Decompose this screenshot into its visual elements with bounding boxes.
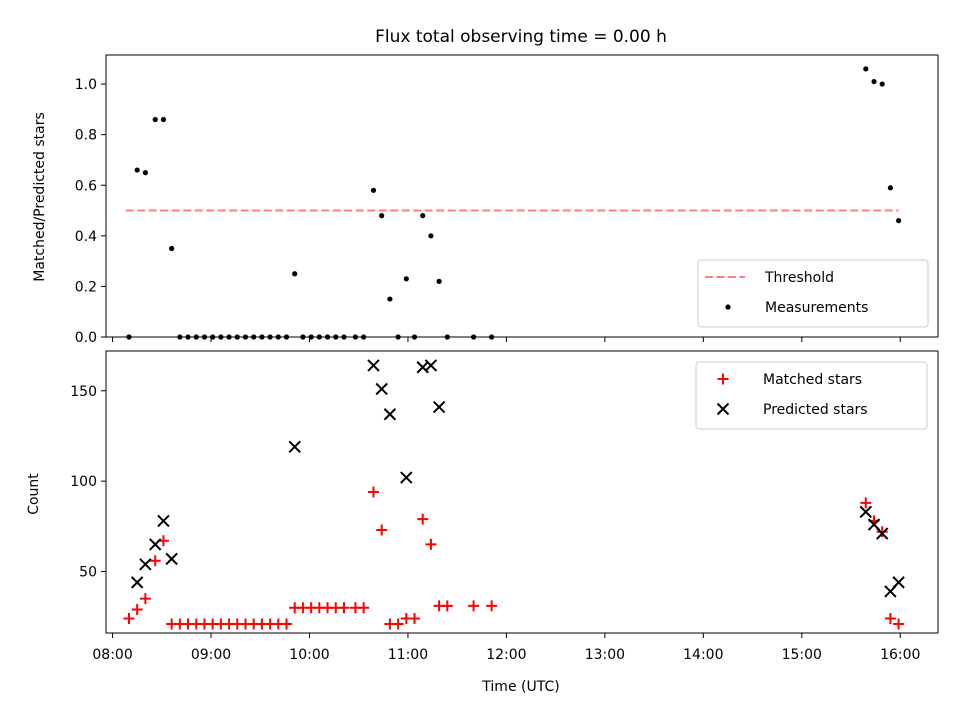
legend-box	[695, 361, 928, 430]
measurement-point	[428, 233, 434, 239]
matched-star-point	[486, 600, 498, 612]
y-tick-label: 50	[79, 565, 97, 581]
measurement-point	[863, 66, 869, 72]
predicted-star-point	[875, 527, 889, 540]
legend-measurements-swatch	[725, 304, 731, 310]
matched-star-point	[876, 526, 888, 538]
y-tick-label: 0.8	[75, 128, 97, 144]
predicted-star-point	[149, 538, 162, 551]
y-tick-label: 0.4	[75, 229, 97, 245]
measurement-point	[379, 213, 385, 219]
predicted-star-point	[157, 514, 170, 528]
matched-star-point	[425, 538, 437, 550]
legend-predicted-swatch	[716, 402, 730, 416]
legend-label: Predicted stars	[763, 402, 868, 418]
measurement-point	[887, 185, 894, 191]
y-tick-label: 0.2	[75, 279, 97, 295]
legend-box	[697, 259, 929, 328]
legend-label: Measurements	[765, 300, 868, 316]
top-y-axis-label: Matched/Predicted stars	[32, 112, 48, 282]
predicted-star-point	[139, 558, 152, 571]
matched-star-point	[409, 613, 421, 625]
measurement-point	[387, 296, 393, 302]
legend-label: Threshold	[764, 270, 834, 286]
series-predicted-stars	[130, 359, 905, 598]
bottom-axes-frame	[105, 350, 939, 634]
ratio-panel: 0.0 0.2 0.4 0.6 0.8 1.0 Threshold Measurements	[75, 54, 939, 346]
measurement-point	[142, 170, 148, 176]
x-tick-label: 14:00	[683, 647, 723, 663]
predicted-star-point	[892, 576, 905, 589]
y-tick-label: 0.0	[75, 330, 97, 346]
y-tick-label: 1.0	[75, 77, 97, 93]
chart-title: Flux total observing time = 0.00 h	[375, 27, 667, 47]
predicted-star-point	[165, 552, 178, 566]
matched-star-point	[131, 604, 143, 615]
measurement-point	[403, 276, 409, 282]
y-tick-label: 150	[70, 384, 97, 400]
matched-star-point	[376, 524, 388, 536]
predicted-star-point	[375, 382, 388, 396]
bottom-legend: Matched stars Predicted stars	[695, 361, 928, 430]
predicted-star-point	[400, 471, 413, 484]
y-tick-label: 100	[70, 474, 97, 490]
matched-star-point	[417, 513, 429, 525]
x-tick-label: 15:00	[782, 647, 822, 663]
matched-star-point	[281, 618, 293, 630]
measurement-point	[879, 81, 885, 87]
measurement-point	[134, 167, 140, 173]
matched-star-point	[139, 593, 151, 605]
predicted-star-point	[859, 505, 873, 519]
matched-star-point	[149, 555, 161, 567]
measurement-point	[160, 116, 167, 123]
measurement-point	[871, 78, 877, 85]
matched-star-point	[392, 618, 404, 630]
matched-star-point	[441, 600, 453, 612]
measurement-point	[370, 187, 377, 193]
x-tick-label: 11:00	[388, 647, 428, 663]
measurement-point	[896, 218, 902, 224]
x-tick-label: 10:00	[289, 647, 329, 663]
matched-star-point	[884, 613, 896, 625]
legend-matched-swatch	[717, 373, 729, 385]
x-axis-label: Time (UTC)	[481, 679, 559, 695]
top-legend: Threshold Measurements	[697, 259, 929, 328]
x-tick-label: 08:00	[92, 647, 132, 663]
y-tick-label: 0.6	[75, 178, 97, 194]
predicted-star-point	[424, 359, 438, 372]
matched-star-point	[468, 600, 480, 612]
measurement-point	[436, 278, 442, 284]
measurement-point	[152, 116, 158, 123]
matched-star-point	[860, 497, 872, 509]
predicted-star-point	[367, 359, 380, 372]
measurement-point	[169, 245, 175, 252]
legend-label: Matched stars	[763, 372, 862, 388]
matched-star-point	[893, 618, 905, 630]
predicted-star-point	[383, 408, 397, 421]
count-panel: 50 100 150 08:00 09:00 10:00 11:00 12:00 13:00 14…	[70, 350, 939, 663]
bottom-y-axis-label: Count	[26, 473, 42, 515]
x-tick-label: 16:00	[880, 647, 920, 663]
x-tick-label: 13:00	[585, 647, 625, 663]
measurement-point	[292, 271, 298, 277]
predicted-star-point	[288, 440, 301, 454]
top-axes-frame	[105, 54, 939, 338]
x-tick-label: 09:00	[191, 647, 231, 663]
predicted-star-point	[130, 576, 144, 589]
matched-star-point	[338, 602, 350, 614]
matched-star-point	[367, 486, 379, 498]
matched-star-point	[358, 602, 370, 614]
predicted-star-point	[432, 400, 446, 414]
x-tick-label: 12:00	[486, 647, 526, 663]
series-matched-stars	[123, 486, 905, 630]
matched-star-point	[123, 613, 135, 625]
measurement-point	[420, 213, 426, 219]
